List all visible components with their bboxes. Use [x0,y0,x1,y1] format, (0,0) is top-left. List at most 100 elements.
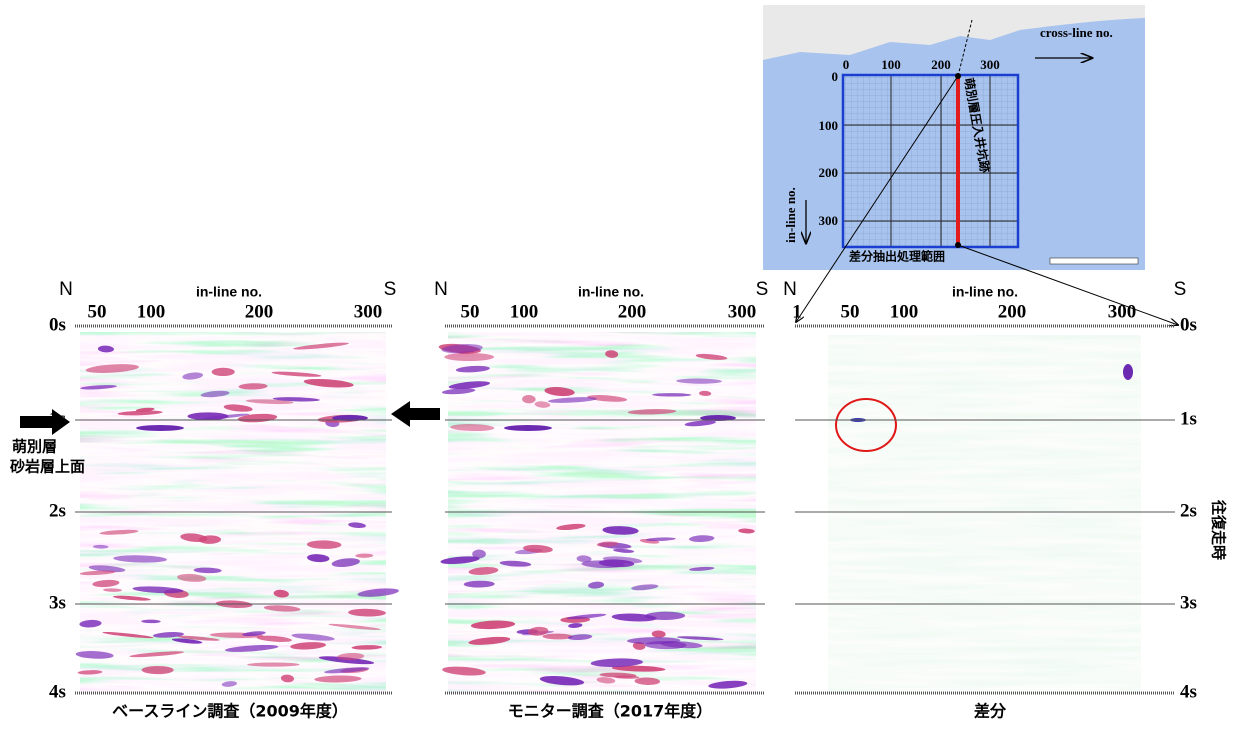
reflector [152,632,184,638]
reflector [247,662,300,667]
reflector [441,344,483,354]
reflector [499,560,532,567]
reflector [695,353,728,360]
time-label: 1s [49,408,66,429]
reflector [611,665,666,672]
direction-label: N [783,279,797,300]
reflectors [75,342,1133,689]
reflector [528,626,549,636]
reflector [92,579,120,588]
reflector [556,523,586,531]
map-tick-label: 100 [819,118,839,133]
reflector [548,397,597,403]
reflector [132,586,184,594]
map-tick-label: 300 [819,213,839,228]
reflector [587,395,628,402]
reflector [472,549,486,559]
reflector [348,522,366,528]
tick-label: 100 [890,301,919,322]
reflector [113,555,167,563]
reflector [263,605,301,612]
reflector [177,573,207,582]
caption: 差分 [974,702,1007,721]
reflector [79,570,116,576]
tick-label: 300 [354,301,383,322]
reflector [238,383,268,390]
time-label: 4s [1180,681,1197,702]
reflector [193,567,222,574]
time-label: 0s [49,314,66,335]
time-label: 2s [49,500,66,521]
reflector [504,425,552,431]
cross-line-label: cross-line no. [1040,25,1113,40]
tick-label: 50 [461,301,480,322]
reflector [92,544,109,549]
map-grid [843,75,1018,247]
tick-label: 200 [998,301,1027,322]
axis-title: in-line no. [952,284,1018,300]
time-axis-title: 往復走時 [1210,499,1228,560]
reflector [224,644,279,652]
reflector [613,548,635,553]
reflector [1123,364,1133,380]
time-label: 1s [1180,408,1197,429]
map-tick-label: 100 [881,57,901,72]
reflector [602,526,639,535]
map-tick-label: 0 [832,69,839,84]
reflector [99,529,139,535]
reflector [348,608,386,617]
reflector [544,386,575,397]
reflector [652,393,692,397]
reflector [180,533,208,542]
reflector [450,424,495,432]
reflector [141,619,161,624]
reflector [79,619,102,628]
time-label: 2s [1180,500,1197,521]
reflector [271,371,322,377]
reflector [171,638,203,644]
reflector [699,390,712,396]
direction-label: S [756,279,769,300]
reflector [351,645,382,650]
reflector [221,681,238,687]
map-survey-area [841,73,1020,249]
reflector [280,674,295,683]
tick-label: 300 [1108,301,1137,322]
reflector [256,635,292,642]
axis-title: in-line no. [196,284,262,300]
map-major-grid [843,75,1018,247]
reflector [566,613,607,620]
reflector [689,566,715,571]
reflector [523,544,553,553]
reflector [273,589,289,598]
reflector [567,634,593,641]
reflector [440,556,480,565]
reflector [590,658,643,668]
reflector [129,651,185,658]
reflector [627,637,681,645]
reflector [177,635,220,641]
reflector [542,633,573,640]
map-tick-label: 0 [843,57,850,72]
reflector [605,350,619,358]
reflector [80,385,117,390]
reflector [75,651,114,659]
annotation-line: 砂岩層上面 [9,458,85,476]
reflector [182,372,204,380]
time-label: 4s [49,681,66,702]
annotation-line: 萌別層 [12,438,57,456]
reflector [318,656,375,665]
reflector [77,670,103,675]
reflector [468,567,499,575]
reflector [651,630,666,638]
reflector [596,541,619,547]
reflector [136,425,184,431]
link-line [796,75,959,322]
highlight-circle [835,398,897,452]
tick-label: 50 [88,301,107,322]
reflector [328,623,381,630]
reflector [588,581,605,589]
reflector [441,388,476,395]
reflector [242,631,266,637]
